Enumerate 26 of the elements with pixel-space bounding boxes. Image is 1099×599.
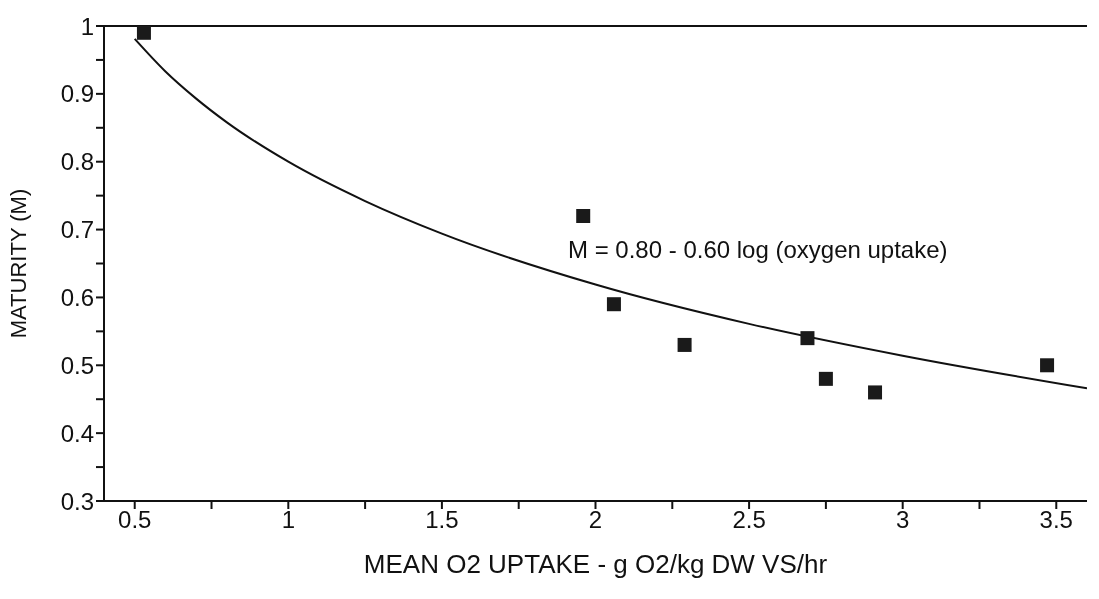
- y-tick-label: 0.7: [60, 216, 94, 244]
- x-tick-label: 2: [588, 506, 603, 534]
- x-tick-label: 1.5: [425, 506, 459, 534]
- x-tick-label: 0.5: [118, 506, 152, 534]
- point: [818, 371, 833, 386]
- point: [1040, 358, 1055, 373]
- y-tick-label: 0.5: [60, 351, 94, 379]
- y-tick-label: 0.3: [60, 487, 94, 515]
- x-tick-label: 3: [896, 506, 910, 534]
- point: [576, 209, 591, 223]
- y-tick-label: 1: [80, 12, 94, 40]
- point: [136, 26, 151, 40]
- point: [677, 337, 692, 352]
- point: [868, 385, 883, 400]
- y-tick-label: 0.8: [60, 148, 94, 176]
- x-axis-title: MEAN O2 UPTAKE - g O2/kg DW VS/hr: [363, 549, 828, 579]
- y-tick-label: 0.4: [60, 419, 94, 447]
- x-tick-label: 3.5: [1039, 506, 1073, 534]
- y-tick-label: 0.6: [60, 283, 94, 311]
- point: [606, 297, 621, 312]
- point: [800, 331, 815, 346]
- y-tick-label: 0.9: [60, 80, 94, 108]
- x-tick-label: 1: [281, 506, 295, 534]
- x-tick-label: 2.5: [732, 506, 766, 534]
- y-axis-title: MATURITY (M): [5, 188, 31, 339]
- annotation: M = 0.80 - 0.60 log (oxygen uptake): [568, 236, 948, 264]
